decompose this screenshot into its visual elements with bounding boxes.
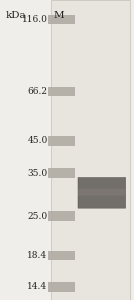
Text: kDa: kDa [5,11,26,20]
Bar [48,168,75,178]
Bar [51,0,130,300]
Text: 45.0: 45.0 [27,136,48,145]
Text: M: M [54,11,64,20]
Text: 35.0: 35.0 [27,169,48,178]
Text: 25.0: 25.0 [27,212,48,221]
Bar [48,136,75,146]
Bar [48,282,75,292]
Text: 116.0: 116.0 [22,15,48,24]
Bar [48,15,75,24]
Text: 14.4: 14.4 [27,282,48,291]
Text: 66.2: 66.2 [28,87,48,96]
Text: 18.4: 18.4 [27,251,48,260]
Bar [48,87,75,96]
FancyBboxPatch shape [78,189,126,196]
Bar [48,212,75,221]
FancyBboxPatch shape [78,177,126,208]
Bar [48,251,75,260]
